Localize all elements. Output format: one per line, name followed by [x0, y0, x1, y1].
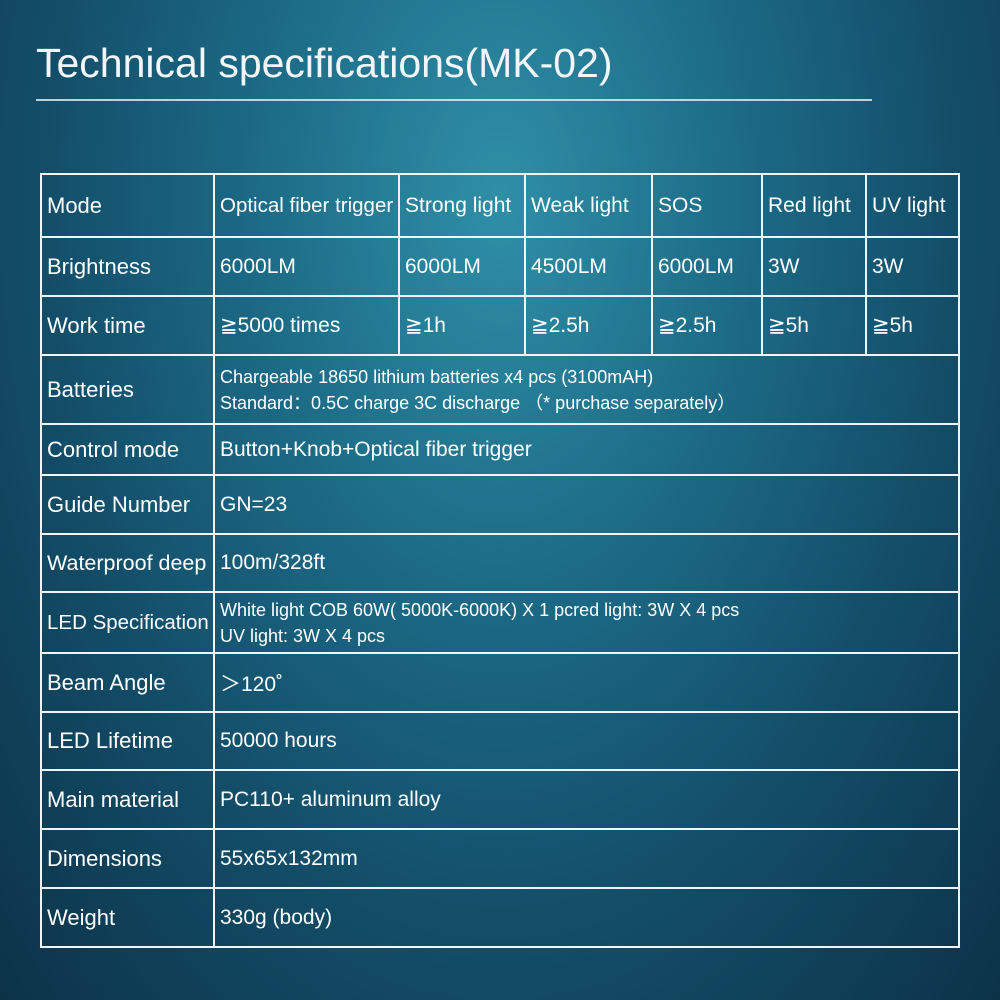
cell-value: 6000LM	[651, 236, 763, 297]
cell-line: Chargeable 18650 lithium batteries x4 pc…	[220, 366, 654, 387]
cell-value: SOS	[651, 173, 763, 238]
row-label: Guide Number	[40, 474, 215, 535]
cell-value: 100m/328ft	[213, 533, 960, 593]
table-row: Beam Angle ＞120˚	[40, 652, 960, 713]
cell-value: 3W	[761, 236, 867, 297]
row-label: Mode	[40, 173, 215, 238]
row-label: LED Lifetime	[40, 711, 215, 771]
row-label: Dimensions	[40, 828, 215, 889]
title: Technical specifications(MK-02)	[36, 40, 613, 86]
cell-line: Standard：0.5C charge 3C discharge （* pur…	[220, 392, 736, 413]
cell-value: White light COB 60W( 5000K-6000K) X 1 pc…	[213, 591, 960, 654]
table-row: Weight 330g (body)	[40, 887, 960, 948]
table-row: Waterproof deep 100m/328ft	[40, 533, 960, 593]
cell-line: White light COB 60W( 5000K-6000K) X 1 pc…	[220, 599, 740, 620]
row-label: Weight	[40, 887, 215, 948]
spec-table: Mode Optical fiber trigger Strong light Wea…	[40, 173, 960, 948]
table-row: Control mode Button+Knob+Optical fiber tr…	[40, 423, 960, 476]
cell-value: 6000LM	[398, 236, 526, 297]
row-label: Brightness	[40, 236, 215, 297]
cell-value: UV light	[865, 173, 960, 238]
cell-value: 3W	[865, 236, 960, 297]
table-row: LED Specification White light COB 60W( 50…	[40, 591, 960, 654]
cell-value: 55x65x132mm	[213, 828, 960, 889]
row-label: Control mode	[40, 423, 215, 476]
cell-value: GN=23	[213, 474, 960, 535]
cell-value: PC110+ aluminum alloy	[213, 769, 960, 830]
cell-value: 6000LM	[213, 236, 400, 297]
cell-value: Strong light	[398, 173, 526, 238]
cell-value: 4500LM	[524, 236, 653, 297]
row-label: Main material	[40, 769, 215, 830]
table-row: Main material PC110+ aluminum alloy	[40, 769, 960, 830]
row-label: Batteries	[40, 354, 215, 425]
cell-value: Optical fiber trigger	[213, 173, 400, 238]
row-label: Work time	[40, 295, 215, 356]
cell-value: Chargeable 18650 lithium batteries x4 pc…	[213, 354, 960, 425]
row-label: Waterproof deep	[40, 533, 215, 593]
cell-value: Red light	[761, 173, 867, 238]
table-row: Brightness 6000LM 6000LM 4500LM 6000LM 3W 3W	[40, 236, 960, 297]
table-row: Batteries Chargeable 18650 lithium batter…	[40, 354, 960, 425]
cell-value: Button+Knob+Optical fiber trigger	[213, 423, 960, 476]
cell-value: ≧5h	[761, 295, 867, 356]
cell-value: Weak light	[524, 173, 653, 238]
table-row: Work time ≧5000 times ≧1h ≧2.5h ≧2.5h ≧5h ≧5h	[40, 295, 960, 356]
cell-value: ≧5000 times	[213, 295, 400, 356]
table-row: LED Lifetime 50000 hours	[40, 711, 960, 771]
row-label: Beam Angle	[40, 652, 215, 713]
row-label: LED Specification	[40, 591, 215, 654]
cell-value: ≧1h	[398, 295, 526, 356]
cell-line: UV light: 3W X 4 pcs	[220, 625, 386, 646]
cell-value: 330g (body)	[213, 887, 960, 948]
title-rule	[36, 99, 872, 101]
cell-value: ≧5h	[865, 295, 960, 356]
table-row: Dimensions 55x65x132mm	[40, 828, 960, 889]
table-row: Mode Optical fiber trigger Strong light Wea…	[40, 173, 960, 238]
cell-value: ＞120˚	[213, 652, 960, 713]
cell-value: 50000 hours	[213, 711, 960, 771]
table-row: Guide Number GN=23	[40, 474, 960, 535]
cell-value: ≧2.5h	[524, 295, 653, 356]
cell-value: ≧2.5h	[651, 295, 763, 356]
